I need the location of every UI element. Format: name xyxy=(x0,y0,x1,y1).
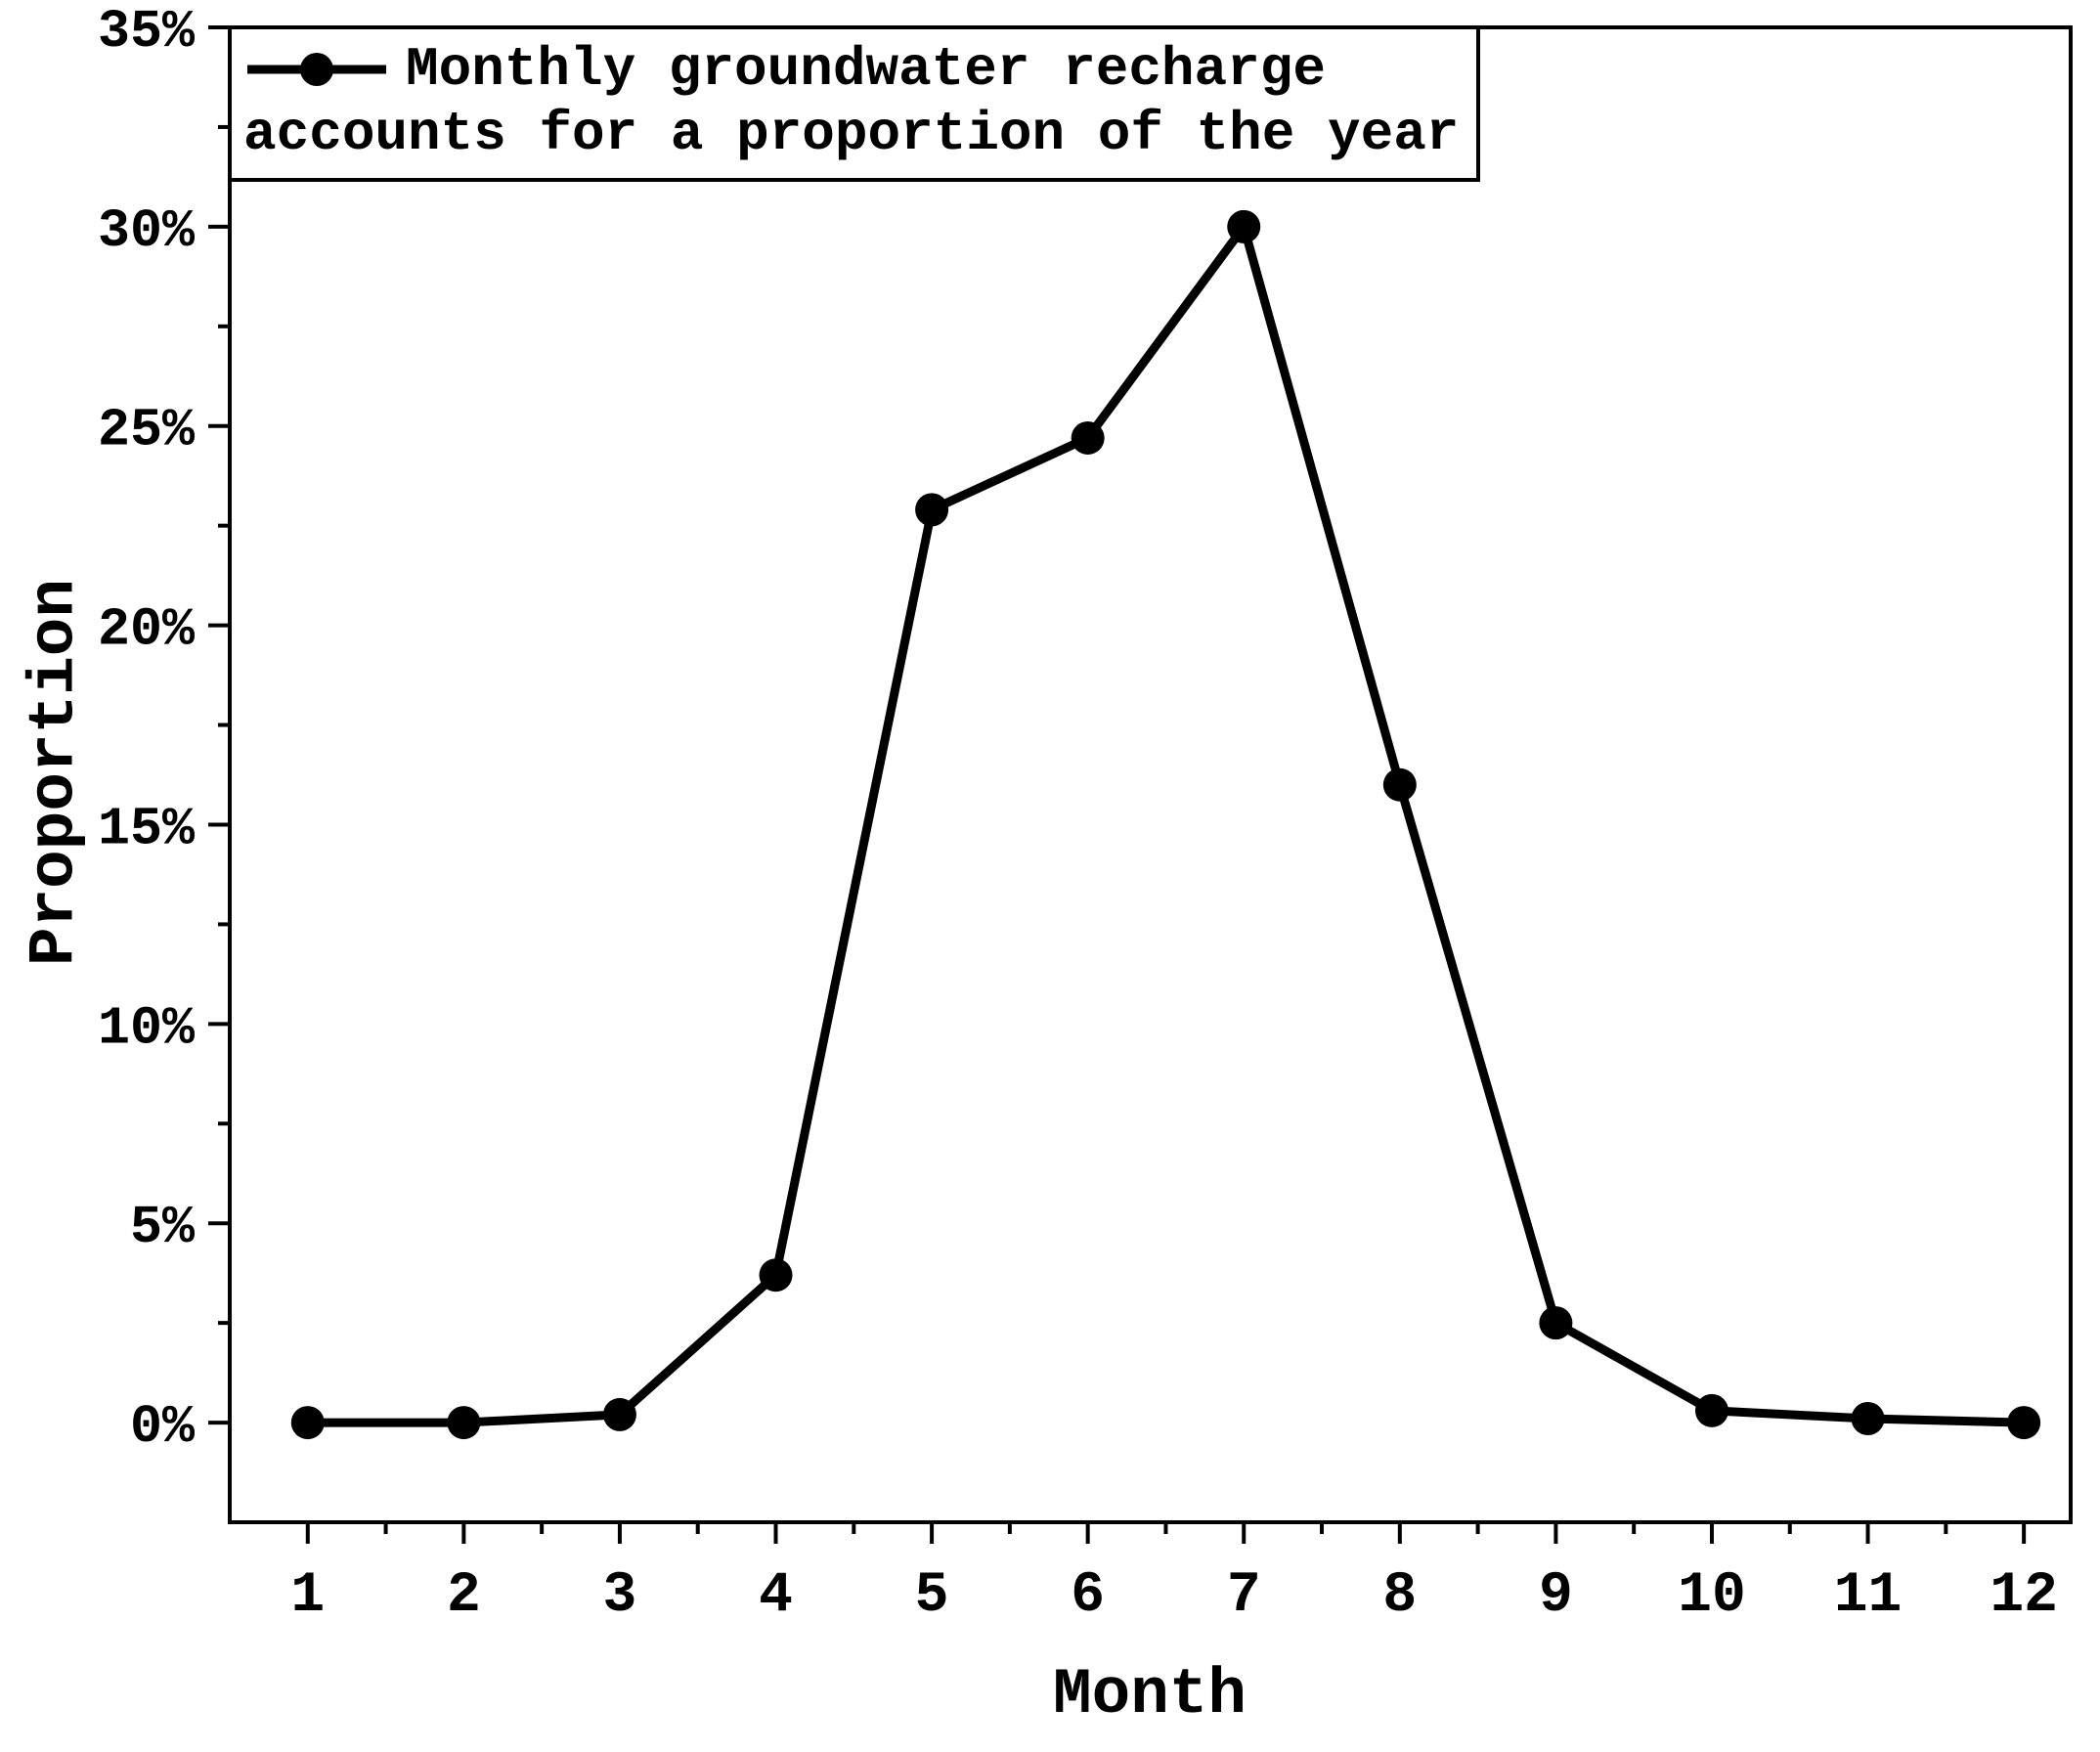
legend-label-line2: accounts for a proportion of the year xyxy=(243,103,1460,166)
y-tick-label: 0% xyxy=(130,1396,196,1458)
data-point xyxy=(602,1397,636,1431)
x-tick-label: 4 xyxy=(759,1564,793,1628)
y-tick-label: 5% xyxy=(130,1197,196,1258)
x-tick-label: 5 xyxy=(915,1564,949,1628)
y-tick-label: 25% xyxy=(98,400,196,461)
data-point xyxy=(1851,1401,1885,1435)
x-axis-title: Month xyxy=(1052,1658,1247,1731)
y-tick-label: 30% xyxy=(98,200,196,262)
y-axis-title: Proportion xyxy=(18,578,92,967)
data-point xyxy=(2007,1406,2041,1440)
data-point xyxy=(1539,1306,1573,1340)
data-point xyxy=(1227,209,1261,243)
x-tick-label: 9 xyxy=(1539,1564,1573,1628)
data-point xyxy=(290,1406,325,1440)
legend-line-marker-icon xyxy=(247,53,386,87)
y-tick-label: 15% xyxy=(98,798,196,859)
x-tick-label: 3 xyxy=(603,1564,637,1628)
y-tick-label: 10% xyxy=(98,997,196,1059)
data-line xyxy=(303,222,2029,1427)
x-tick-label: 10 xyxy=(1678,1564,1746,1628)
y-tick-label: 35% xyxy=(98,1,196,63)
data-point xyxy=(915,493,949,527)
data-point xyxy=(1694,1393,1728,1427)
x-tick-label: 1 xyxy=(290,1564,325,1628)
legend-row-1: Monthly groundwater recharge xyxy=(243,37,1459,102)
y-tick-label: 20% xyxy=(98,599,196,661)
data-point xyxy=(1382,767,1417,802)
plot-border xyxy=(228,25,2073,1524)
data-point xyxy=(1071,420,1105,455)
legend: Monthly groundwater recharge accounts fo… xyxy=(228,25,1481,183)
x-tick-label: 12 xyxy=(1990,1564,2058,1628)
x-tick-label: 2 xyxy=(447,1564,481,1628)
x-tick-label: 6 xyxy=(1071,1564,1105,1628)
x-tick-label: 8 xyxy=(1382,1564,1417,1628)
data-point xyxy=(759,1258,793,1292)
x-tick-label: 11 xyxy=(1834,1564,1903,1628)
x-tick-label: 7 xyxy=(1227,1564,1261,1628)
legend-label-line1: Monthly groundwater recharge xyxy=(406,38,1326,101)
data-point xyxy=(447,1406,481,1440)
